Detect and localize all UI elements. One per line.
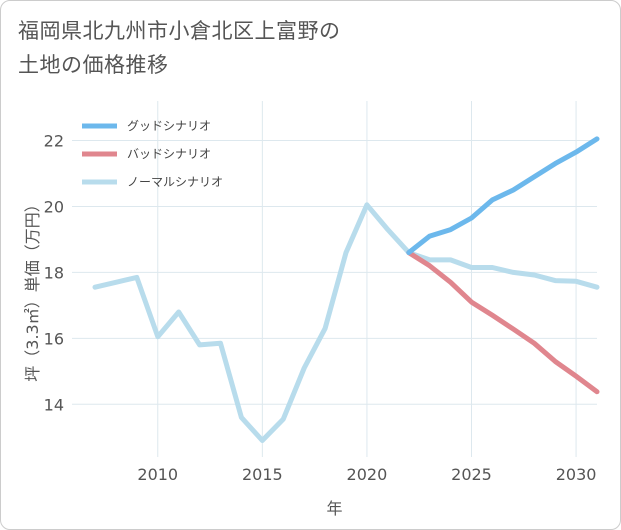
y-tick-label: 16 (44, 329, 64, 348)
chart-title-line-2: 土地の価格推移 (18, 53, 169, 77)
legend-label: グッドシナリオ (127, 119, 211, 133)
y-tick-label: 20 (44, 197, 64, 216)
y-tick-labels: 14 16 18 20 22 (44, 132, 64, 415)
legend-item-normal: ノーマルシナリオ (82, 175, 223, 189)
grid-x (157, 101, 577, 457)
x-tick-label: 2030 (556, 465, 597, 484)
y-tick-label: 14 (44, 395, 64, 414)
y-tick-label: 18 (44, 263, 64, 282)
series-line-normal (92, 202, 600, 443)
plot-area (72, 101, 597, 457)
legend-label: バッドシナリオ (127, 147, 211, 161)
x-tick-label: 2010 (137, 465, 178, 484)
x-axis-label: 年 (326, 499, 342, 518)
y-axis-label: 坪（3.3㎡）単価（万円） (23, 196, 42, 381)
series-layer (92, 136, 600, 443)
legend-item-good: グッドシナリオ (82, 119, 211, 133)
series-line-bad (406, 250, 600, 395)
legend-label: ノーマルシナリオ (127, 175, 223, 189)
x-tick-labels: 2010 2015 2020 2025 2030 (137, 465, 596, 484)
legend-item-bad: バッドシナリオ (82, 147, 211, 161)
x-tick-label: 2020 (347, 465, 388, 484)
series-line-good (406, 136, 600, 256)
chart-title-line-1: 福岡県北九州市小倉北区上富野の (18, 19, 341, 43)
x-tick-label: 2025 (451, 465, 492, 484)
x-tick-label: 2015 (242, 465, 283, 484)
y-tick-label: 22 (44, 132, 64, 151)
chart-title: 福岡県北九州市小倉北区上富野の 土地の価格推移 (18, 14, 341, 82)
